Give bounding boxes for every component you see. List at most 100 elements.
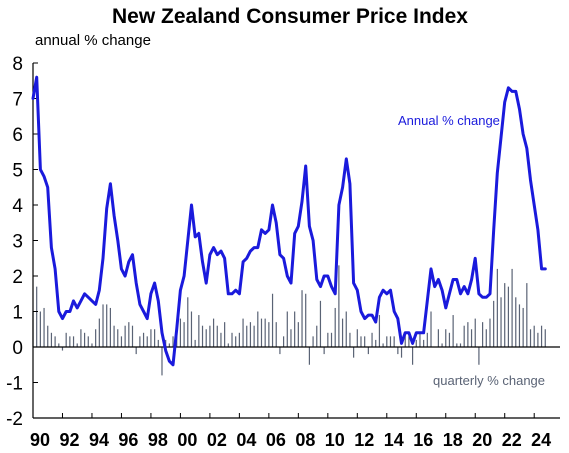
quarterly-bar [478, 347, 480, 365]
quarterly-bar [290, 329, 292, 347]
quarterly-bar [216, 325, 218, 347]
quarterly-bar [102, 304, 104, 347]
quarterly-bar [135, 347, 137, 355]
quarterly-bar [364, 336, 366, 347]
quarterly-bar [441, 343, 443, 347]
quarterly-bar [301, 290, 303, 347]
quarterly-bar [500, 297, 502, 347]
quarterly-bar [242, 318, 244, 347]
x-tick-label: 00 [177, 430, 197, 450]
quarterly-bar [426, 332, 428, 347]
quarterly-bar [69, 336, 71, 347]
quarterly-bar [205, 329, 207, 347]
quarterly-bar [72, 336, 75, 347]
quarterly-bar [80, 329, 82, 347]
quarterly-bar [445, 329, 447, 347]
quarterly-bar [297, 322, 299, 347]
quarterly-bar [83, 332, 86, 347]
quarterly-bar [408, 336, 410, 347]
quarterly-bar [522, 307, 524, 347]
quarterly-bar [257, 311, 259, 347]
y-tick-label: 1 [12, 303, 23, 324]
quarterly-bar [87, 336, 89, 347]
quarterly-bar [154, 329, 156, 347]
quarterly-bar [378, 315, 381, 347]
x-tick-label: 12 [354, 430, 374, 450]
y-tick-label: -2 [6, 409, 23, 430]
quarterly-bar [124, 325, 126, 347]
quarterly-bar [286, 311, 288, 347]
quarterly-bar [529, 329, 532, 347]
quarterly-bar [264, 318, 266, 347]
quarterly-bar [260, 318, 263, 347]
y-tick-label: 7 [12, 90, 23, 111]
y-tick-label: 3 [12, 232, 23, 253]
quarterly-series-label: quarterly % change [433, 373, 545, 388]
x-tick-label: 18 [443, 430, 463, 450]
quarterly-bar [294, 311, 296, 347]
x-tick-label: 16 [413, 430, 433, 450]
quarterly-bar [187, 297, 189, 347]
quarterly-bar [39, 311, 41, 347]
quarterly-bar [349, 332, 351, 347]
quarterly-bar [507, 286, 510, 347]
chart-title: New Zealand Consumer Price Index [112, 5, 468, 28]
y-tick-label: 8 [12, 54, 23, 75]
quarterly-bar [544, 329, 546, 347]
y-tick-label: 6 [12, 125, 23, 146]
quarterly-bar [117, 329, 119, 347]
quarterly-bar [518, 304, 521, 347]
quarterly-bar [61, 347, 64, 351]
quarterly-bar [235, 336, 237, 347]
quarterly-bar [224, 322, 226, 347]
quarterly-bar [58, 343, 60, 347]
quarterly-bar [345, 311, 347, 347]
quarterly-bar [367, 347, 369, 355]
y-tick-label: -1 [6, 374, 23, 395]
quarterly-bar [201, 325, 204, 347]
quarterly-bar [341, 318, 344, 347]
quarterly-bar [190, 311, 193, 347]
quarterly-bar [382, 343, 384, 347]
quarterly-bar [183, 322, 185, 347]
quarterly-bar [249, 322, 252, 347]
quarterly-bar [179, 318, 182, 347]
quarterly-bar [128, 322, 130, 347]
x-tick-label: 02 [207, 430, 227, 450]
quarterly-bar [463, 325, 465, 347]
quarterly-bar [327, 332, 329, 347]
quarterly-bar [437, 329, 439, 347]
x-tick-label: 92 [59, 430, 79, 450]
quarterly-bar [271, 293, 274, 347]
quarterly-bar [419, 332, 421, 347]
x-tick-label: 24 [531, 430, 551, 450]
quarterly-bar [493, 300, 495, 347]
quarterly-bar [279, 347, 281, 355]
quarterly-bar [393, 336, 395, 347]
quarterly-bar [533, 325, 535, 347]
quarterly-bar [43, 307, 45, 347]
x-tick-label: 22 [502, 430, 522, 450]
quarterly-bar [356, 329, 358, 347]
quarterly-bar [246, 325, 248, 347]
quarterly-bar [106, 304, 108, 347]
quarterly-bar [540, 325, 543, 347]
quarterly-bar [91, 343, 93, 347]
quarterly-bar [400, 347, 403, 358]
quarterly-bar [360, 336, 362, 347]
x-tick-label: 06 [266, 430, 286, 450]
quarterly-bar [50, 332, 53, 347]
quarterly-bar [54, 336, 56, 347]
x-tick-label: 08 [295, 430, 315, 450]
quarterly-bar [467, 322, 469, 347]
quarterly-bar [319, 300, 322, 347]
x-tick-label: 04 [236, 430, 256, 450]
annual-change-line [31, 75, 547, 367]
quarterly-bar [430, 311, 432, 347]
y-tick-label: 2 [12, 267, 23, 288]
quarterly-bar [485, 329, 487, 347]
quarterly-bar [459, 343, 462, 347]
y-axis-unit-label: annual % change [35, 32, 151, 49]
